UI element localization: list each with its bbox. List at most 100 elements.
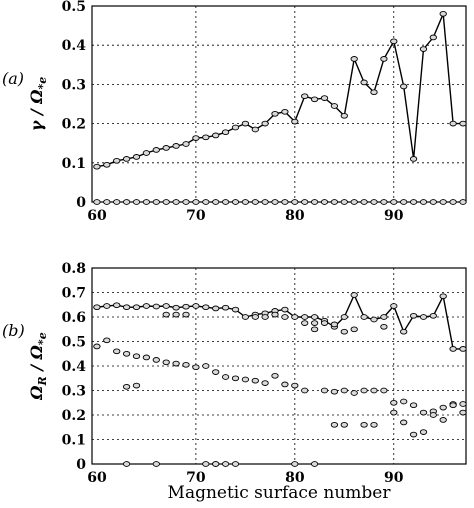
- data-point: [192, 303, 200, 309]
- data-point: [310, 320, 319, 326]
- data-point: [202, 134, 210, 141]
- data-point: [231, 375, 240, 382]
- data-point: [261, 199, 269, 205]
- data-point: [370, 89, 378, 96]
- data-point: [142, 354, 151, 361]
- y-tick-label: 0.7: [62, 286, 86, 302]
- data-point: [202, 199, 210, 205]
- y-tick-label: 0: [76, 195, 86, 211]
- panel-a: 0 0.1 0.2 0.3 0.4 0.5 60 70 80 90 (a) γ / Ω*e: [2, 0, 467, 224]
- data-point: [360, 199, 368, 205]
- data-point: [122, 461, 131, 467]
- data-point: [390, 399, 398, 406]
- data-point: [103, 161, 111, 168]
- y-tick-label: 0.6: [62, 310, 86, 326]
- data-point: [142, 199, 151, 205]
- data-point: [221, 304, 230, 311]
- data-point: [152, 147, 160, 153]
- y-tick-label: 0.1: [62, 156, 86, 172]
- data-point: [340, 314, 348, 320]
- data-point: [251, 199, 259, 205]
- y-tick-label: 0.5: [62, 335, 86, 351]
- panel-b-label: (b): [2, 321, 25, 340]
- data-point: [152, 461, 160, 467]
- data-point: [182, 141, 190, 147]
- data-point: [419, 429, 428, 435]
- data-point: [271, 311, 279, 318]
- data-point: [231, 461, 240, 467]
- data-point: [122, 350, 131, 357]
- data-point: [172, 199, 180, 205]
- data-point: [281, 199, 289, 205]
- data-point: [103, 303, 111, 309]
- data-point: [459, 199, 467, 205]
- data-point: [261, 314, 269, 320]
- data-point: [93, 343, 101, 350]
- data-point: [301, 314, 309, 320]
- data-point: [291, 314, 299, 320]
- data-point: [152, 199, 160, 205]
- data-point: [202, 304, 210, 311]
- data-point: [380, 387, 388, 394]
- data-point: [301, 320, 309, 326]
- data-point: [350, 326, 358, 333]
- data-point: [320, 95, 329, 101]
- data-point: [400, 83, 408, 90]
- data-point: [192, 135, 200, 141]
- panel-b-ylabel-sub-e: *e: [36, 332, 49, 345]
- data-point: [400, 199, 408, 205]
- data-point: [449, 402, 457, 409]
- data-point: [449, 346, 457, 352]
- data-point: [340, 328, 348, 335]
- panel-a-ylabel: γ / Ω*e: [27, 77, 49, 132]
- x-tick-label: 90: [384, 208, 404, 224]
- y-tick-label: 0.5: [62, 0, 86, 15]
- data-point: [122, 304, 131, 311]
- data-point: [281, 381, 289, 388]
- data-point: [162, 359, 170, 366]
- data-point: [271, 110, 279, 117]
- data-point: [122, 156, 131, 162]
- data-point: [320, 199, 329, 205]
- data-point: [439, 199, 447, 205]
- data-point: [360, 421, 368, 428]
- data-point: [370, 199, 378, 205]
- data-point: [340, 199, 348, 205]
- y-tick-label: 0.2: [62, 408, 86, 424]
- data-point: [459, 346, 467, 352]
- data-point: [291, 461, 299, 467]
- data-point: [390, 38, 398, 45]
- data-point: [419, 409, 428, 416]
- data-point: [449, 120, 457, 127]
- data-point: [350, 56, 358, 62]
- data-point: [103, 337, 111, 344]
- data-point: [400, 328, 408, 335]
- y-tick-label: 0.2: [62, 117, 86, 133]
- panel-b-x-ticks: 60 70 80 90: [87, 470, 404, 486]
- data-point: [113, 302, 121, 309]
- data-point: [172, 304, 180, 311]
- data-point: [429, 199, 437, 205]
- panel-a-label: (a): [2, 69, 24, 88]
- data-point: [172, 360, 180, 367]
- data-point: [409, 156, 418, 162]
- data-point: [291, 199, 299, 205]
- panel-b-series: [93, 292, 467, 467]
- y-tick-label: 0: [76, 457, 86, 473]
- data-point: [291, 118, 299, 125]
- x-tick-label: 80: [285, 208, 305, 224]
- data-point: [182, 199, 190, 205]
- data-point: [439, 417, 447, 423]
- panel-b-ylabel-mid: / Ω: [27, 344, 46, 376]
- x-tick-label: 60: [87, 470, 107, 486]
- data-point: [103, 199, 111, 205]
- data-point: [419, 46, 428, 52]
- panel-a-ylabel-main: γ / Ω: [27, 89, 46, 132]
- data-point: [459, 401, 467, 407]
- x-tick-label: 80: [285, 470, 305, 486]
- data-point: [231, 306, 240, 313]
- data-point: [261, 120, 269, 127]
- data-point: [241, 199, 250, 205]
- data-point: [192, 364, 200, 371]
- data-point: [330, 199, 339, 205]
